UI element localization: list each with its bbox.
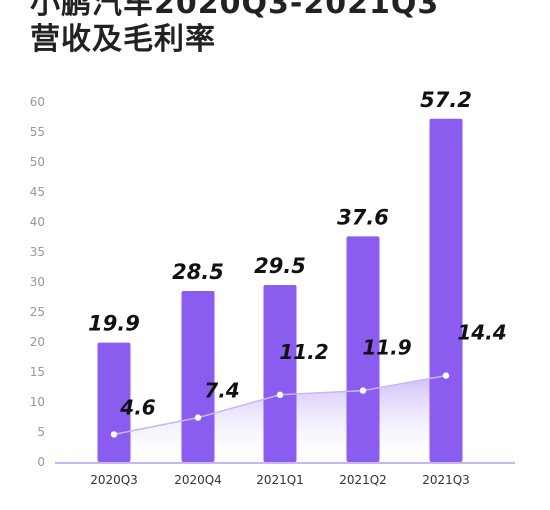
line-point: [276, 391, 284, 398]
y-tick-label: 30: [30, 275, 45, 289]
y-tick-label: 60: [30, 95, 45, 109]
line-point: [359, 387, 367, 394]
line-value-label: 14.4: [457, 321, 506, 345]
bar: [181, 291, 215, 462]
y-tick-label: 45: [30, 185, 45, 199]
chart-title-line2: 营收及毛利率: [30, 22, 216, 57]
x-tick-label: 2021Q1: [256, 473, 304, 487]
y-tick-label: 25: [30, 305, 45, 319]
y-tick-label: 0: [37, 455, 45, 469]
line-value-label: 11.2: [279, 340, 328, 364]
bar-value-label: 19.9: [88, 312, 140, 336]
bar-value-label: 57.2: [420, 88, 472, 112]
chart-title-line1: 小鹏汽车2020Q3-2021Q3: [30, 0, 440, 21]
y-tick-label: 40: [30, 215, 45, 229]
line-value-labels: 4.6 7.4 11.2 11.9 14.4: [119, 321, 506, 420]
line-value-label: 11.9: [362, 336, 411, 360]
bar-value-label: 28.5: [172, 260, 224, 284]
y-tick-label: 50: [30, 155, 45, 169]
bar: [429, 118, 463, 463]
y-tick-label: 10: [30, 395, 45, 409]
x-tick-label: 2021Q2: [339, 473, 387, 487]
y-axis: 0 5 10 15 20 25 30 35 40 45 50 55 60: [30, 95, 45, 469]
x-tick-label: 2021Q3: [422, 473, 470, 487]
y-tick-label: 20: [30, 335, 45, 349]
bar: [263, 285, 297, 462]
bars: [97, 118, 463, 463]
bar: [346, 236, 380, 462]
line-point: [110, 431, 118, 438]
line-point: [194, 414, 202, 421]
line-value-label: 7.4: [204, 379, 239, 403]
x-tick-label: 2020Q4: [174, 473, 222, 487]
bar-value-labels: 19.9 28.5 29.5 37.6 57.2: [88, 88, 472, 336]
line-value-label: 4.6: [119, 395, 156, 419]
line-point: [442, 372, 450, 379]
y-tick-label: 5: [37, 425, 45, 439]
line-series: [110, 372, 450, 438]
x-tick-label: 2020Q3: [90, 473, 138, 487]
bar-value-label: 37.6: [337, 205, 389, 229]
y-tick-label: 55: [30, 125, 45, 139]
y-tick-label: 15: [30, 365, 45, 379]
bar-value-label: 29.5: [254, 254, 306, 278]
x-axis: 2020Q3 2020Q4 2021Q1 2021Q2 2021Q3: [55, 462, 515, 487]
y-tick-label: 35: [30, 245, 45, 259]
